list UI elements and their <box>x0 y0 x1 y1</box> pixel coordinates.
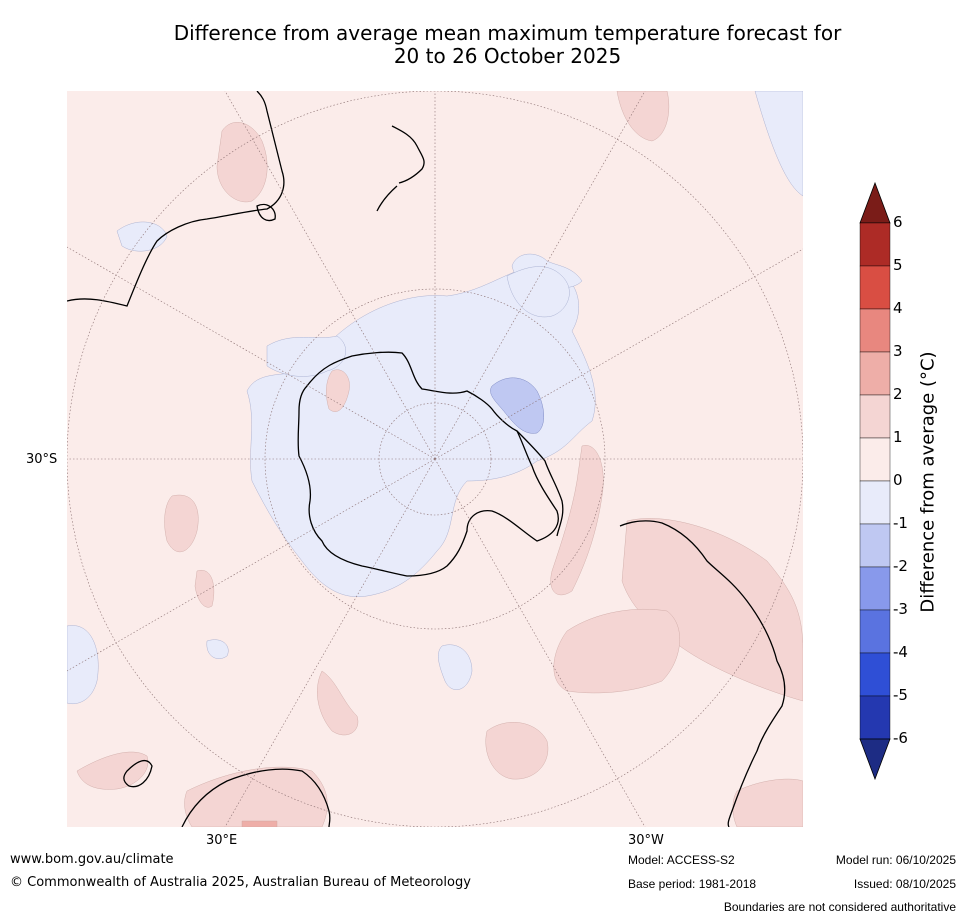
colorbar-segment-2_to_3 <box>859 351 891 396</box>
meridian-8 <box>67 246 436 460</box>
colorbar-tick-label: 4 <box>893 299 903 317</box>
graticule-circle-2 <box>264 288 606 630</box>
anomaly-hot-africa <box>241 820 278 827</box>
meridian-6 <box>67 458 436 672</box>
anomaly-cool-southpacific <box>67 625 99 704</box>
footer-model-run: Model run: 06/10/2025 <box>835 853 956 867</box>
anomaly-cool-small-1 <box>438 644 473 690</box>
colorbar-segment-3_to_4 <box>859 308 891 353</box>
meridian-4 <box>434 458 646 827</box>
footer-disclaimer: Boundaries are not considered authoritat… <box>723 900 956 914</box>
colorbar-tick-label: -2 <box>893 557 908 575</box>
colorbar-segment--5_to_-4 <box>859 652 891 697</box>
anomaly-cool-southatlantic-top <box>506 266 570 318</box>
coastline-antarctica <box>297 351 559 577</box>
coastline-tasmania <box>256 203 276 222</box>
coastline-antarctic-peninsula <box>516 430 564 537</box>
colorbar-segment--1_to_0 <box>859 480 891 525</box>
coastline-newzealand-north <box>391 125 425 184</box>
colorbar-segment--2_to_-1 <box>859 523 891 568</box>
colorbar-tick-label: 6 <box>893 213 903 231</box>
footer-copyright: © Commonwealth of Australia 2025, Austra… <box>10 875 471 890</box>
anomaly-warm-australia <box>216 122 268 203</box>
meridian-9 <box>224 91 436 460</box>
anomaly-warm-southeast <box>732 778 803 827</box>
anomaly-cool-small-2 <box>206 639 229 659</box>
footer-model: Model: ACCESS-S2 <box>628 853 735 867</box>
anomaly-warm-atlantic-2 <box>485 722 549 780</box>
colorbar-tick-label: 1 <box>893 428 903 446</box>
colorbar <box>859 181 891 781</box>
coastline-africa <box>181 768 331 827</box>
anomaly-cold-weddell <box>490 377 544 434</box>
anomaly-cool-northeast <box>754 91 803 197</box>
footer-issued: Issued: 08/10/2025 <box>853 877 956 891</box>
meridian-2 <box>434 248 803 460</box>
map-title-line1: Difference from average mean maximum tem… <box>173 21 842 45</box>
colorbar-tick-label: -6 <box>893 729 908 747</box>
anomaly-warm-atlantic-1 <box>553 609 680 694</box>
colorbar-segment-5_to_6 <box>859 222 891 267</box>
anomaly-warm-southwest <box>76 751 149 790</box>
colorbar-tick-label: 0 <box>893 471 903 489</box>
colorbar-tick-label: 2 <box>893 385 903 403</box>
colorbar-title: Difference from average (°C) <box>917 351 939 613</box>
colorbar-tick-label: -5 <box>893 686 908 704</box>
colorbar-segment--6_to_-5 <box>859 695 891 740</box>
axis-label-30e: 30°E <box>206 833 238 848</box>
coastline-south-america <box>619 520 786 827</box>
coastlines <box>67 91 786 827</box>
anomaly-warm-antarctic <box>326 369 350 412</box>
anomaly-warm-atlantic-3 <box>550 445 604 596</box>
colorbar-tick-label: 3 <box>893 342 903 360</box>
polar-map <box>67 91 803 827</box>
anomaly-warm-indian-2 <box>194 570 215 608</box>
axis-label-30w: 30°W <box>628 833 664 848</box>
colorbar-segment-0_to_1 <box>859 437 891 482</box>
colorbar-tick-label: -1 <box>893 514 908 532</box>
axis-label-30s: 30°S <box>26 452 58 467</box>
colorbar-segment--3_to_-2 <box>859 566 891 611</box>
colorbar-extend-low <box>859 738 891 781</box>
footer-url: www.bom.gov.au/climate <box>10 852 174 867</box>
colorbar-tick-label: 5 <box>893 256 903 274</box>
coastline-madagascar <box>123 759 153 788</box>
colorbar-segment-4_to_5 <box>859 265 891 310</box>
map-title-line2: 20 to 26 October 2025 <box>393 44 622 68</box>
graticule <box>67 91 803 827</box>
colorbar-extend-high <box>859 181 891 224</box>
coastline-newzealand-south <box>376 185 398 212</box>
anomaly-warm-indian-3 <box>317 670 359 736</box>
anomaly-warm-indian-1 <box>164 494 199 553</box>
anomaly-warm-ne-1 <box>616 91 670 142</box>
colorbar-segment-1_to_2 <box>859 394 891 439</box>
colorbar-tick-label: -3 <box>893 600 908 618</box>
meridian-5 <box>224 458 436 827</box>
colorbar-tick-label: -4 <box>893 643 908 661</box>
coastline-australia <box>67 91 285 307</box>
footer-base-period: Base period: 1981-2018 <box>628 877 757 891</box>
meridian-10 <box>434 91 646 460</box>
anomaly-warm-africa <box>184 766 328 827</box>
colorbar-segment--4_to_-3 <box>859 609 891 654</box>
